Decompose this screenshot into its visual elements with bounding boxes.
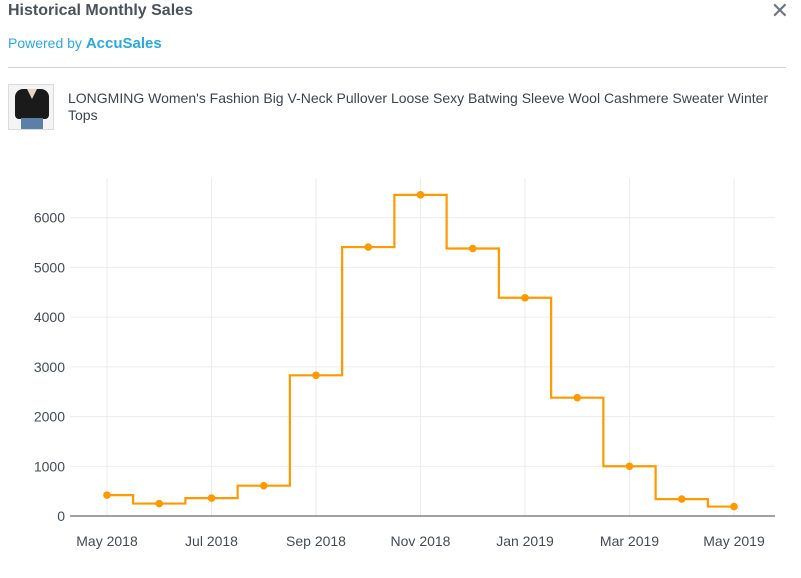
product-info: LONGMING Women's Fashion Big V-Neck Pull…	[8, 84, 781, 130]
y-tick-label: 6000	[34, 210, 65, 226]
y-tick-label: 4000	[34, 309, 65, 325]
y-tick-label: 2000	[34, 409, 65, 425]
accusales-brand-link[interactable]: AccuSales	[85, 35, 162, 52]
grid	[70, 178, 775, 516]
data-point	[677, 495, 686, 503]
data-point	[468, 244, 477, 253]
data-point	[730, 502, 738, 511]
x-tick-label: Nov 2018	[391, 533, 451, 549]
data-point	[364, 243, 373, 251]
data-point	[207, 494, 216, 502]
axes: May 2018 Jul 2018 Sep 2018 Nov 2018 Jan 2019…	[34, 210, 775, 549]
header-divider	[8, 67, 786, 68]
data-point	[521, 293, 529, 302]
data-point	[259, 481, 268, 490]
data-point	[416, 191, 425, 199]
x-tick-label: May 2019	[703, 533, 765, 549]
product-thumbnail	[8, 84, 54, 130]
data-point	[573, 393, 582, 402]
x-tick-label: Sep 2018	[286, 533, 346, 549]
jeans-shape	[21, 118, 43, 129]
data-point	[625, 462, 634, 471]
x-tick-label: Jul 2018	[185, 533, 238, 549]
y-tick-label: 3000	[34, 359, 65, 375]
product-name: LONGMING Women's Fashion Big V-Neck Pull…	[68, 90, 769, 123]
data-point	[155, 499, 164, 508]
x-tick-label: Mar 2019	[600, 533, 659, 549]
y-tick-label: 1000	[34, 458, 65, 474]
close-icon[interactable]: ✕	[770, 0, 789, 23]
data-point	[103, 491, 111, 499]
data-point	[312, 371, 320, 380]
vneck-shape	[27, 89, 37, 99]
y-tick-label: 0	[57, 508, 65, 524]
x-tick-label: May 2018	[76, 533, 138, 549]
powered-by: Powered by AccuSales	[8, 35, 162, 52]
dialog-title: Historical Monthly Sales	[8, 2, 193, 19]
powered-by-prefix: Powered by	[8, 35, 86, 51]
y-tick-label: 5000	[34, 259, 65, 275]
points-layer	[103, 191, 738, 511]
x-tick-label: Jan 2019	[496, 533, 554, 549]
